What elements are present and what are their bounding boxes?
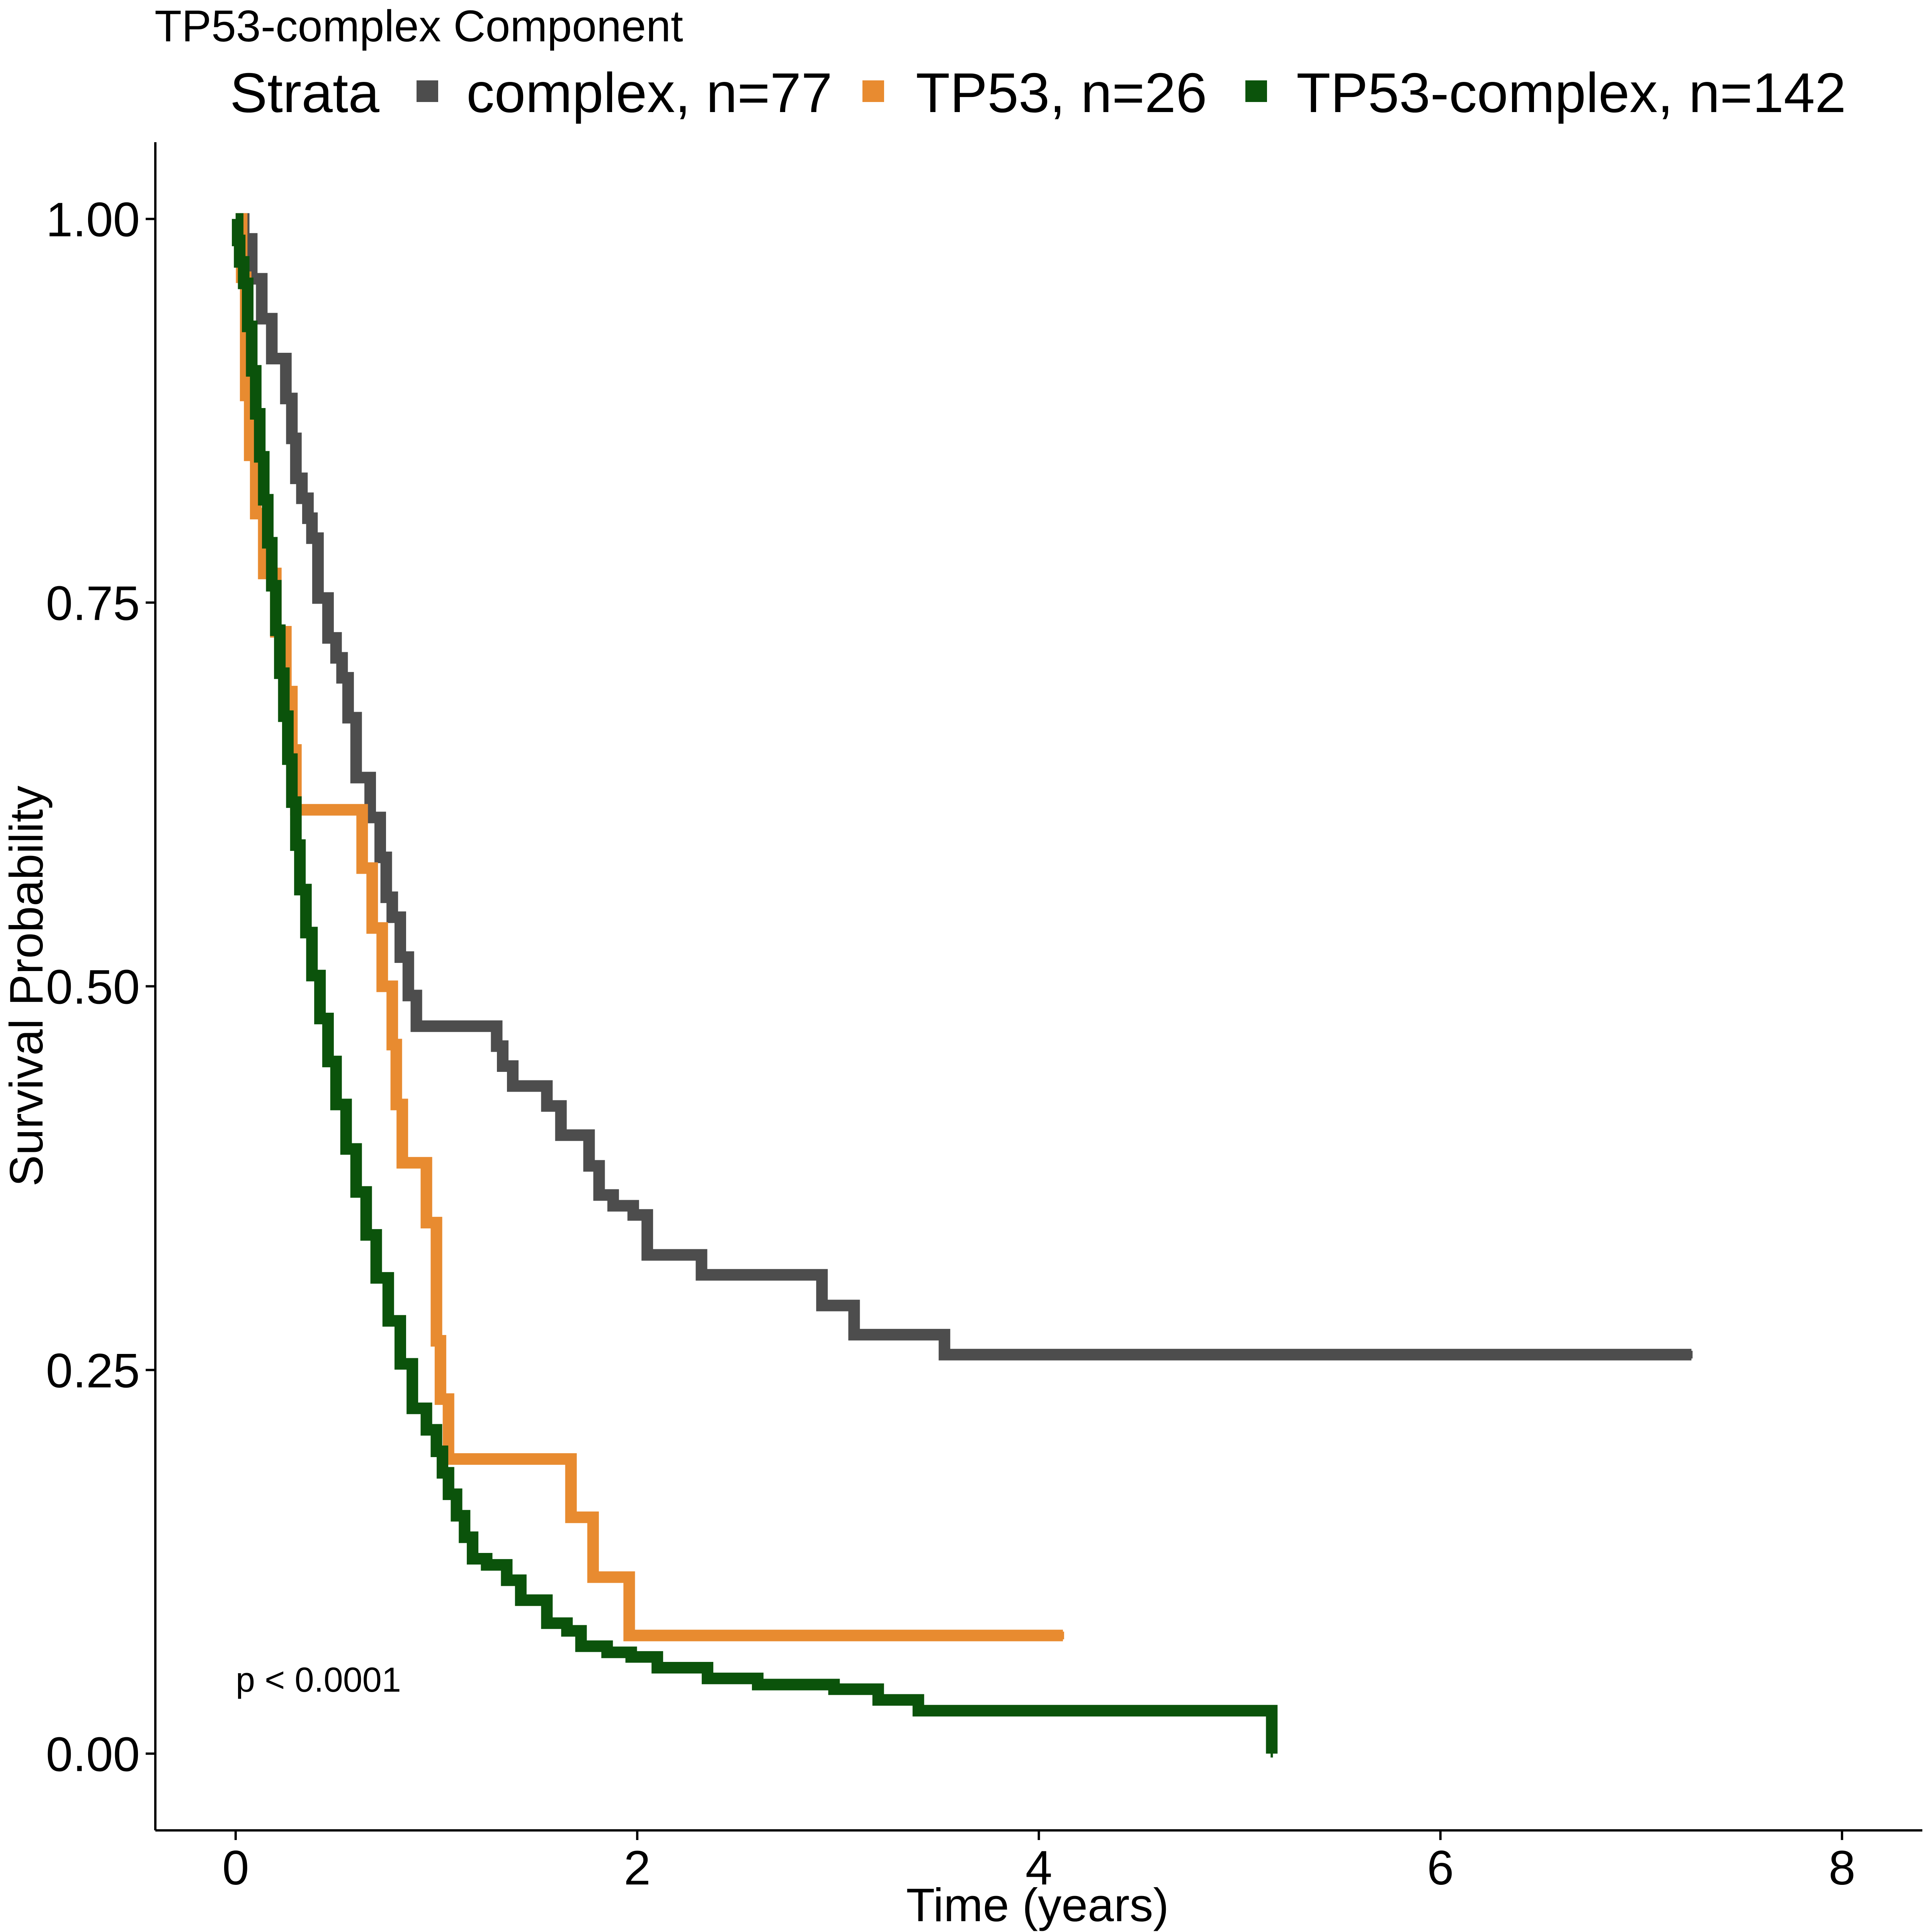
x-tick-label: 6 <box>1427 1841 1454 1895</box>
plot-area: 0 2 4 6 8 0.00 0.25 0.50 0.75 1.00 p < 0.0001 <box>46 142 1922 1895</box>
legend-label-complex: complex, n=77 <box>466 61 832 124</box>
tp53-curve <box>235 213 1063 1641</box>
y-axis-ticks: 0.00 0.25 0.50 0.75 1.00 <box>46 193 155 1781</box>
x-tick-label: 8 <box>1828 1841 1855 1895</box>
y-tick-label: 0.25 <box>46 1344 140 1398</box>
legend-label-tp53: TP53, n=26 <box>916 61 1207 124</box>
x-tick-label: 4 <box>1026 1841 1053 1895</box>
y-tick-label: 0.50 <box>46 961 140 1014</box>
survival-curves <box>232 213 1693 1758</box>
chart-title: TP53-complex Component <box>155 2 683 51</box>
x-tick-label: 2 <box>624 1841 651 1895</box>
tp53-complex-curve <box>232 213 1278 1754</box>
y-tick-label: 1.00 <box>46 193 140 247</box>
x-axis-label: Time (years) <box>906 1879 1169 1931</box>
y-axis-label: Survival Probability <box>0 786 53 1186</box>
legend: Strata complex, n=77 TP53, n=26 TP53-com… <box>230 61 1846 124</box>
legend-swatch-tp53 <box>862 80 884 102</box>
legend-title: Strata <box>230 61 379 124</box>
y-tick-label: 0.75 <box>46 577 140 631</box>
x-tick-label: 0 <box>222 1841 249 1895</box>
legend-label-tp53-complex: TP53-complex, n=142 <box>1296 61 1846 124</box>
x-axis-ticks: 0 2 4 6 8 <box>222 1830 1855 1895</box>
p-value-annotation: p < 0.0001 <box>236 1661 401 1699</box>
complex-curve <box>235 213 1692 1361</box>
legend-swatch-tp53-complex <box>1245 80 1267 102</box>
y-tick-label: 0.00 <box>46 1728 140 1781</box>
legend-swatch-complex <box>417 80 438 102</box>
